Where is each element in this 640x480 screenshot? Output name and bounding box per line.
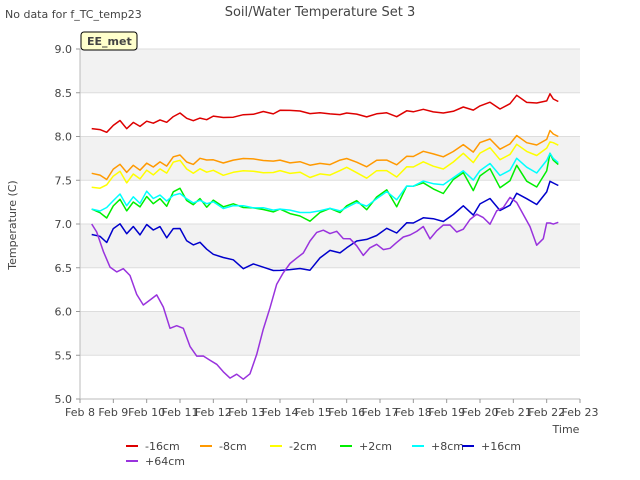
y-tick-label: 5.0 [55,393,73,406]
y-tick-label: 8.0 [55,131,73,144]
band [80,49,580,93]
x-axis-label: Time [552,423,580,436]
x-tick-label: Feb 23 [562,406,599,419]
series-line--8cm [91,129,559,181]
x-tick-label: Feb 19 [428,406,465,419]
y-tick-label: 5.5 [55,349,73,362]
legend-label: +16cm [481,440,521,453]
legend: -16cm -8cm -2cm +2cm +8cm +16cm +64cm [126,440,521,468]
x-tick-label: Feb 14 [262,406,299,419]
y-tick-label: 7.0 [55,218,73,231]
ee-met-badge: EE_met [80,31,138,51]
y-tick-label: 8.5 [55,87,73,100]
x-tick-label: Feb 9 [98,406,128,419]
band [80,311,580,356]
x-tick-label: Feb 15 [295,406,332,419]
x-tick-label: Feb 22 [528,406,565,419]
x-tick-label: Feb 21 [495,406,532,419]
y-tick-label: 6.0 [55,306,73,319]
chart-title: Soil/Water Temperature Set 3 [225,5,416,20]
series-lines [91,93,559,380]
x-tick-label: Feb 11 [162,406,199,419]
legend-label: -2cm [289,440,317,453]
y-tick-label: 9.0 [55,43,73,56]
x-tick-label: Feb 13 [228,406,265,419]
x-tick-label: Feb 8 [65,406,95,419]
series-line--2cm [91,141,559,189]
legend-label: +8cm [431,440,464,453]
x-tick-label: Feb 17 [362,406,399,419]
series-line-+2cm [91,152,559,222]
series-line--16cm [91,93,559,134]
legend-label: -16cm [145,440,180,453]
x-tick-label: Feb 18 [395,406,432,419]
series-line-+64cm [91,196,559,380]
series-line-+8cm [91,152,559,214]
y-tick-label: 6.5 [55,262,73,275]
no-data-note: No data for f_TC_temp23 [5,8,142,21]
y-tick-label: 7.5 [55,174,73,187]
y-axis-label: Temperature (C) [6,180,19,270]
x-tick-label: Feb 20 [462,406,499,419]
legend-label: +2cm [359,440,392,453]
band [80,224,580,268]
x-tick-label: Feb 10 [128,406,165,419]
x-tick-label: Feb 12 [195,406,232,419]
series-line-+16cm [91,180,559,272]
badge-label: EE_met [87,35,132,48]
band [80,136,580,181]
legend-label: +64cm [145,455,185,468]
x-tick-label: Feb 16 [328,406,365,419]
legend-label: -8cm [219,440,247,453]
grid [80,48,580,400]
